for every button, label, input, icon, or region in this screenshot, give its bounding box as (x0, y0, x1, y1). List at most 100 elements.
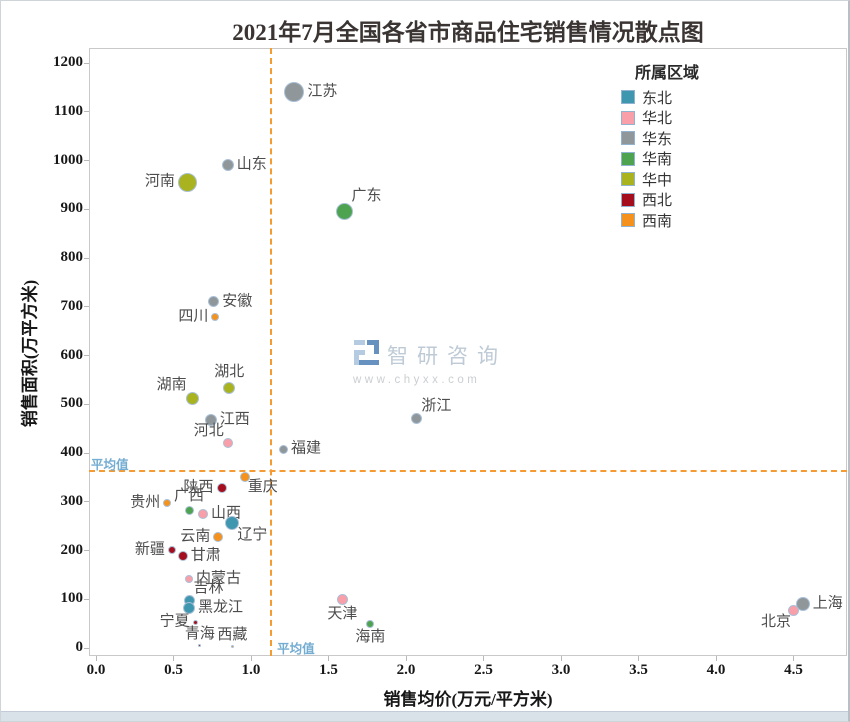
x-tick-label: 2.0 (396, 662, 416, 678)
point-陕西 (216, 483, 227, 494)
legend-item-label: 华中 (642, 172, 673, 189)
point-label-天津: 天津 (327, 605, 358, 622)
legend-item-西北: 西北 (621, 190, 699, 211)
x-tick-mark (95, 656, 97, 661)
point-label-河南: 河南 (144, 173, 175, 190)
point-江苏 (284, 82, 305, 103)
point-label-四川: 四川 (178, 308, 209, 324)
point-label-新疆: 新疆 (134, 541, 165, 558)
point-label-广东: 广东 (351, 188, 382, 205)
point-label-内蒙古: 内蒙古 (196, 570, 242, 587)
legend-item-label: 西北 (642, 193, 673, 210)
legend-item-华南: 华南 (621, 149, 699, 170)
point-新疆 (167, 546, 176, 554)
y-tick-mark (84, 355, 89, 356)
plot-frame (89, 48, 847, 656)
y-tick-label: 500 (60, 395, 84, 412)
legend-swatch-icon (621, 192, 635, 207)
x-tick-mark (638, 656, 639, 661)
chart-title: 2021年7月全国各省市商品住宅销售情况散点图 (232, 20, 704, 45)
average-line-y-label: 平均值 (91, 457, 129, 472)
x-tick-mark (483, 656, 484, 661)
y-tick-mark (84, 550, 89, 551)
point-label-北京: 北京 (760, 614, 791, 631)
point-label-浙江: 浙江 (421, 398, 452, 415)
legend-item-label: 华北 (642, 111, 673, 128)
point-label-云南: 云南 (180, 528, 211, 545)
point-西藏 (230, 644, 234, 648)
point-山东 (221, 159, 234, 172)
y-tick-label: 300 (60, 492, 84, 509)
point-福建 (279, 444, 289, 454)
y-tick-label: 400 (60, 444, 84, 460)
y-tick-mark (84, 306, 89, 308)
x-tick-mark (715, 656, 717, 661)
point-label-宁夏: 宁夏 (159, 613, 190, 630)
point-山西 (197, 508, 208, 519)
legend-swatch-icon (621, 213, 635, 228)
y-axis-title: 销售面积(万平方米) (20, 279, 40, 428)
point-广西 (184, 505, 194, 515)
point-label-江西: 江西 (219, 411, 250, 428)
watermark-url: www.chyxx.com (353, 374, 481, 386)
legend-item-label: 华南 (642, 152, 673, 169)
point-黑龙江 (183, 602, 195, 615)
legend-title: 所属区域 (635, 65, 700, 82)
point-海南 (366, 619, 375, 628)
point-湖北 (223, 382, 236, 395)
watermark: 智研咨询 www.chyxx.com (353, 339, 507, 386)
legend-swatch-icon (621, 90, 635, 105)
point-label-贵州: 贵州 (130, 494, 161, 511)
x-tick-label: 4.5 (784, 662, 803, 678)
legend-item-华北: 华北 (621, 108, 699, 129)
y-tick-label: 1200 (53, 54, 83, 70)
point-label-广西: 广西 (173, 487, 205, 504)
point-四川 (211, 312, 220, 321)
point-河北 (222, 438, 233, 449)
point-重庆 (239, 471, 250, 482)
y-tick-label: 1000 (53, 151, 83, 168)
average-line-x-label: 平均值 (277, 642, 315, 656)
y-tick-mark (84, 111, 89, 113)
watermark-brand: 智研咨询 (387, 344, 507, 368)
y-tick-label: 900 (60, 200, 84, 217)
x-tick-label: 0.5 (164, 662, 183, 678)
point-安徽 (208, 296, 220, 308)
y-tick-mark (84, 647, 89, 649)
y-tick-mark (84, 501, 89, 503)
y-tick-mark (84, 62, 89, 64)
point-label-甘肃: 甘肃 (190, 547, 221, 564)
point-label-陕西: 陕西 (183, 479, 214, 496)
point-label-青海: 青海 (184, 625, 215, 642)
x-tick-label: 2.5 (474, 662, 493, 678)
window-bottom-strip (1, 711, 848, 721)
legend-swatch-icon (621, 151, 635, 166)
legend-item-label: 东北 (642, 90, 673, 107)
y-tick-label: 1100 (53, 102, 83, 119)
point-内蒙古 (185, 574, 193, 583)
x-tick-mark (560, 656, 562, 661)
y-tick-label: 0 (75, 639, 84, 655)
y-tick-mark (84, 403, 89, 405)
legend-item-label: 华东 (642, 131, 673, 148)
average-line-vertical (270, 48, 273, 656)
y-tick-label: 800 (60, 249, 84, 265)
point-云南 (213, 531, 224, 542)
legend-item-西南: 西南 (621, 210, 699, 231)
legend-item-label: 西南 (642, 213, 673, 230)
point-宁夏 (192, 619, 198, 625)
point-青海 (198, 643, 202, 647)
point-label-江苏: 江苏 (307, 83, 338, 100)
point-广东 (335, 203, 353, 221)
point-label-河北: 河北 (193, 423, 224, 440)
x-tick-label: 3.0 (551, 662, 571, 678)
point-label-海南: 海南 (355, 628, 386, 645)
watermark-logo-icon (353, 339, 380, 371)
point-辽宁 (225, 516, 240, 531)
y-tick-mark (84, 208, 89, 210)
x-tick-mark (173, 656, 174, 661)
point-label-黑龙江: 黑龙江 (198, 599, 244, 616)
point-江西 (204, 413, 217, 426)
